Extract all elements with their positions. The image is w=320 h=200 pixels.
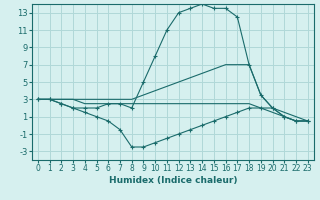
X-axis label: Humidex (Indice chaleur): Humidex (Indice chaleur) — [108, 176, 237, 185]
